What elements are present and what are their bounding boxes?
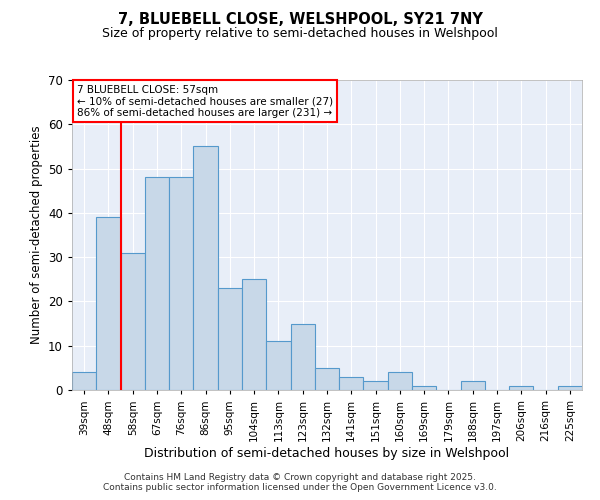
- Bar: [315, 368, 339, 390]
- Bar: [96, 218, 121, 390]
- Bar: [242, 280, 266, 390]
- Bar: [364, 381, 388, 390]
- Bar: [169, 178, 193, 390]
- Text: 7 BLUEBELL CLOSE: 57sqm
← 10% of semi-detached houses are smaller (27)
86% of se: 7 BLUEBELL CLOSE: 57sqm ← 10% of semi-de…: [77, 84, 333, 118]
- Bar: [290, 324, 315, 390]
- Text: 7, BLUEBELL CLOSE, WELSHPOOL, SY21 7NY: 7, BLUEBELL CLOSE, WELSHPOOL, SY21 7NY: [118, 12, 482, 28]
- Bar: [266, 342, 290, 390]
- Bar: [412, 386, 436, 390]
- Bar: [339, 376, 364, 390]
- Text: Contains HM Land Registry data © Crown copyright and database right 2025.
Contai: Contains HM Land Registry data © Crown c…: [103, 473, 497, 492]
- Bar: [121, 252, 145, 390]
- Bar: [193, 146, 218, 390]
- Bar: [145, 178, 169, 390]
- Bar: [509, 386, 533, 390]
- Text: Size of property relative to semi-detached houses in Welshpool: Size of property relative to semi-detach…: [102, 28, 498, 40]
- Bar: [72, 372, 96, 390]
- Bar: [388, 372, 412, 390]
- Bar: [461, 381, 485, 390]
- Bar: [218, 288, 242, 390]
- Bar: [558, 386, 582, 390]
- Y-axis label: Number of semi-detached properties: Number of semi-detached properties: [29, 126, 43, 344]
- X-axis label: Distribution of semi-detached houses by size in Welshpool: Distribution of semi-detached houses by …: [145, 446, 509, 460]
